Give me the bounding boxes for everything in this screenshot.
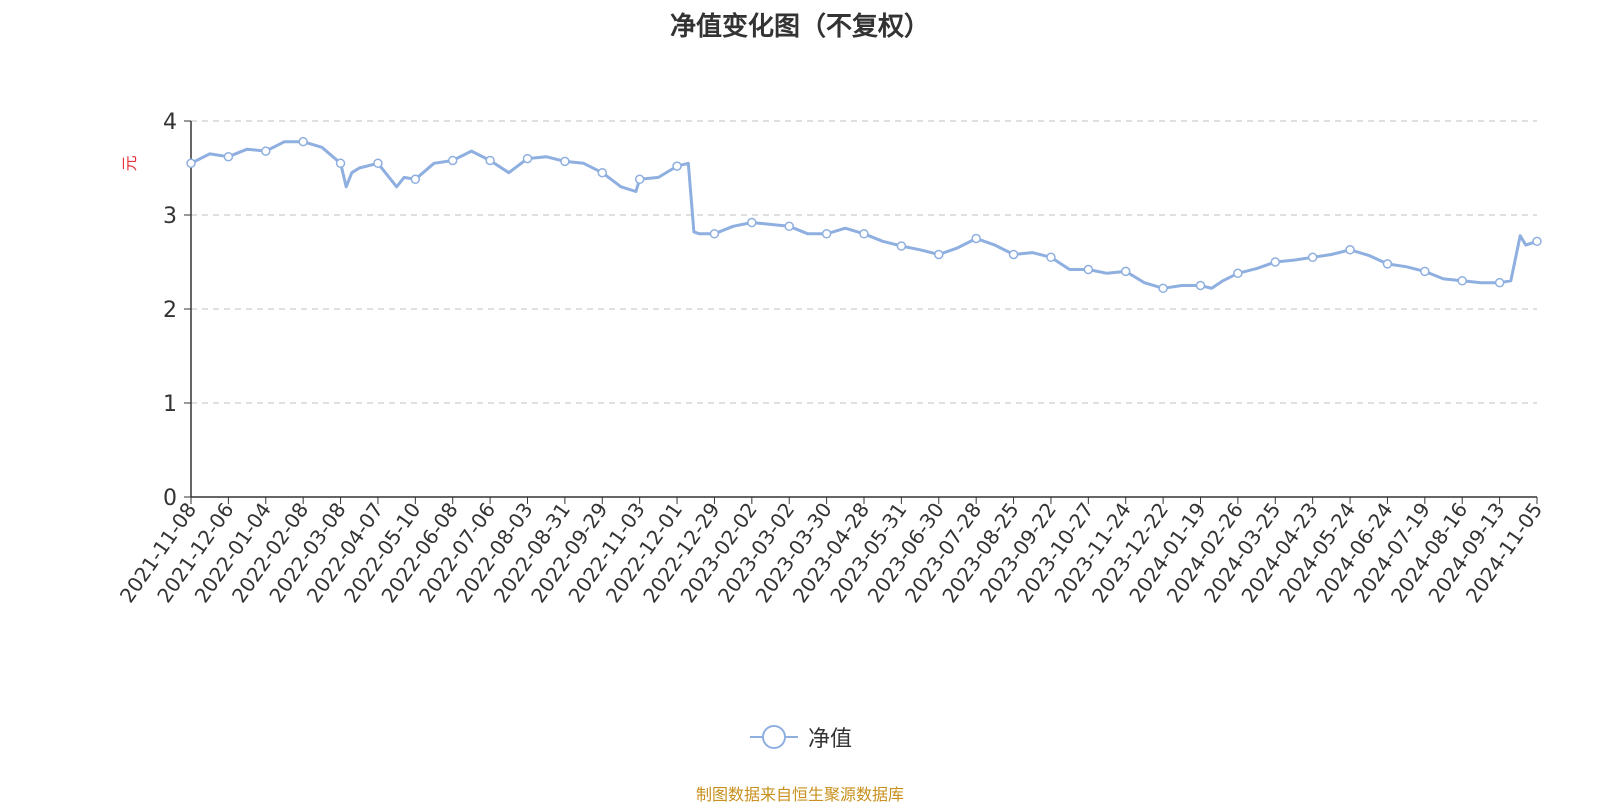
series-point [634, 174, 645, 185]
series-point [859, 229, 869, 239]
series-point [1046, 252, 1056, 263]
x-tick-labels: 2021-11-082021-12-062022-01-042022-02-08… [115, 498, 1547, 607]
y-tick-label: 0 [163, 486, 177, 511]
series-point [971, 233, 981, 244]
series-point [560, 156, 570, 167]
grid-lines [191, 120, 1537, 404]
series-point [896, 241, 907, 251]
legend-line-circle-icon [750, 725, 798, 749]
series-point [1233, 268, 1243, 279]
series-point [1532, 236, 1542, 247]
series-point [672, 161, 682, 171]
source-note: 制图数据来自恒生聚源数据库 [695, 785, 904, 804]
y-tick-label: 4 [163, 110, 177, 135]
series-point [298, 136, 308, 147]
y-tick-label: 3 [163, 204, 177, 229]
legend-label: 净值 [808, 727, 853, 752]
legend[interactable]: 净值 [748, 723, 853, 752]
chart-title: 净值变化图（不复权） [669, 12, 930, 42]
y-tick-label: 2 [163, 298, 177, 323]
series-point [223, 151, 234, 162]
series-point [1420, 266, 1430, 277]
series-layer [186, 136, 1542, 294]
series-point [485, 155, 495, 166]
series-point [447, 155, 458, 166]
series-point [410, 174, 421, 185]
series-point [597, 167, 608, 178]
series-point [186, 158, 196, 169]
series-line [190, 140, 1538, 290]
axes [184, 120, 1538, 504]
series-point [335, 158, 346, 169]
series-point [1158, 283, 1168, 294]
y-tick-label: 1 [163, 392, 177, 417]
y-tick-labels: 0 1 2 3 4 [163, 110, 177, 511]
series-point [1457, 276, 1467, 286]
series-point [1307, 252, 1318, 263]
series-point [522, 153, 533, 164]
series-point [1083, 264, 1094, 275]
y-axis-label: 元 [120, 155, 139, 171]
series-point [1008, 249, 1019, 260]
series-point [1195, 280, 1206, 291]
series-point [709, 229, 720, 239]
series-point [373, 158, 383, 169]
series-point [1382, 259, 1393, 269]
series-point [1345, 245, 1355, 255]
series-point [1494, 277, 1505, 288]
series-point [934, 249, 944, 260]
series-point [261, 146, 271, 156]
series-point [821, 229, 832, 239]
series-point [784, 221, 794, 232]
series-point [747, 217, 757, 228]
series-point [1120, 266, 1131, 277]
series-point [1270, 257, 1281, 267]
